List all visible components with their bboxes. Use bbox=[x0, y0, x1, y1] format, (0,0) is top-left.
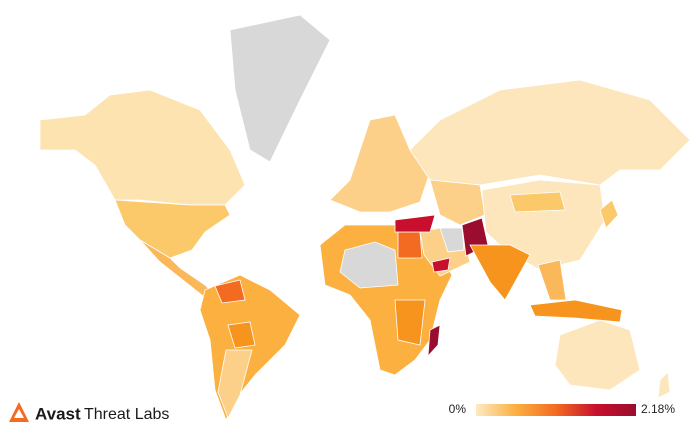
legend-scale bbox=[476, 404, 636, 416]
venezuela bbox=[214, 279, 246, 304]
brand: Avast Threat Labs bbox=[9, 402, 169, 423]
madagascar bbox=[427, 324, 441, 358]
east-africa bbox=[394, 299, 426, 346]
brand-logo bbox=[9, 402, 29, 422]
europe bbox=[329, 114, 431, 213]
brand-product: Threat Labs bbox=[84, 406, 169, 423]
sahara bbox=[339, 241, 399, 289]
new-zealand bbox=[657, 371, 671, 399]
mongolia bbox=[509, 191, 566, 213]
japan bbox=[599, 199, 619, 229]
legend-max-label: 2.18% bbox=[641, 402, 675, 416]
russia bbox=[409, 79, 690, 186]
turkey bbox=[394, 214, 436, 233]
brand-name: Avast bbox=[35, 404, 81, 423]
bolivia bbox=[227, 321, 256, 349]
central-asia bbox=[429, 179, 486, 226]
iran bbox=[439, 227, 465, 253]
greenland bbox=[229, 14, 331, 163]
legend-min-label: 0% bbox=[449, 402, 467, 416]
world-map bbox=[39, 14, 690, 422]
australia bbox=[554, 319, 641, 391]
legend: 0% 2.18% bbox=[449, 402, 676, 416]
southern-cone bbox=[217, 349, 253, 419]
india bbox=[469, 244, 531, 301]
indonesia bbox=[529, 299, 623, 323]
usa bbox=[114, 199, 231, 259]
south-america bbox=[199, 274, 301, 422]
canada bbox=[39, 89, 246, 206]
egypt bbox=[397, 231, 423, 259]
southeast-asia bbox=[537, 259, 567, 301]
yemen bbox=[431, 257, 451, 273]
